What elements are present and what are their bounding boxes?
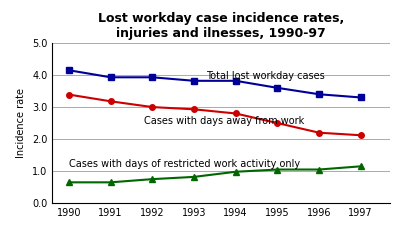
Text: Cases with days away from work: Cases with days away from work xyxy=(144,116,304,126)
Text: Total lost workday cases: Total lost workday cases xyxy=(206,71,324,81)
Y-axis label: Incidence rate: Incidence rate xyxy=(16,88,26,158)
Text: Cases with days of restricted work activity only: Cases with days of restricted work activ… xyxy=(69,159,299,169)
Title: Lost workday case incidence rates,
injuries and ilnesses, 1990-97: Lost workday case incidence rates, injur… xyxy=(98,12,343,40)
